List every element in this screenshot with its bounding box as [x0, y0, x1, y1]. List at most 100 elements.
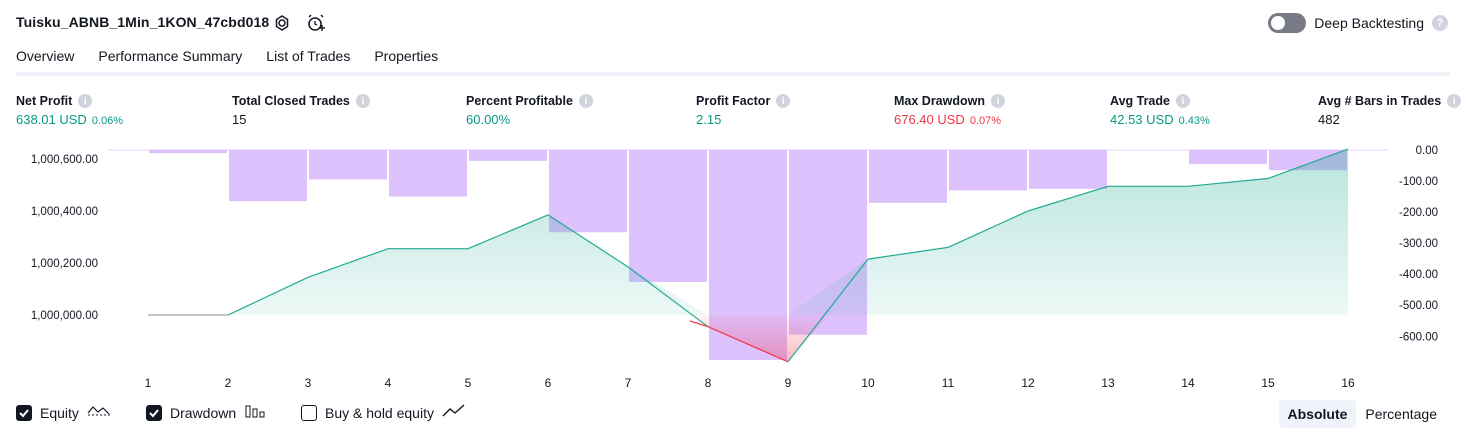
info-icon[interactable]: i	[1175, 94, 1190, 108]
x-tick-label: 5	[465, 376, 472, 390]
equity-line-segment	[227, 276, 309, 316]
settings-icon[interactable]	[272, 13, 292, 33]
equity-line-segment	[467, 214, 549, 250]
stat-label: Avg Trade	[1110, 94, 1170, 108]
x-tick-label: 15	[1261, 376, 1275, 390]
drawdown-bar	[1029, 150, 1107, 189]
percentage-button[interactable]: Percentage	[1365, 406, 1437, 422]
drawdown-bar	[309, 150, 387, 180]
info-icon[interactable]: i	[1447, 94, 1462, 108]
info-icon[interactable]: i	[991, 94, 1005, 108]
checkbox-checked-icon[interactable]	[16, 404, 32, 421]
drawdown-bar	[1189, 150, 1267, 164]
y-right-tick-label: -400.00	[1399, 269, 1438, 281]
x-tick-label: 6	[545, 376, 552, 390]
equity-line-segment	[1187, 177, 1269, 187]
tab-list-of-trades[interactable]: List of Trades	[266, 48, 351, 64]
legend-buy-hold-equity[interactable]: Buy & hold equity	[301, 403, 466, 422]
drawdown-bar	[869, 150, 947, 203]
x-tick-label: 12	[1021, 376, 1035, 390]
tab-performance-summary[interactable]: Performance Summary	[98, 48, 243, 64]
help-icon[interactable]: ?	[1432, 15, 1448, 31]
y-right-tick-label: -600.00	[1399, 331, 1438, 343]
equity-line-segment	[627, 266, 709, 328]
equity-line-segment	[1267, 148, 1349, 180]
stat-label: Percent Profitable	[466, 94, 573, 108]
stat-label: Profit Factor	[696, 94, 771, 108]
info-icon[interactable]: i	[578, 94, 593, 108]
absolute-button[interactable]: Absolute	[1278, 400, 1357, 428]
legend-equity[interactable]: Equity	[16, 403, 111, 422]
tab-properties[interactable]: Properties	[374, 48, 439, 64]
drawdown-bar	[149, 150, 227, 154]
stat-label: Max Drawdown	[894, 94, 985, 108]
x-tick-label: 7	[625, 376, 632, 390]
stat-avg-trade: Avg Trade i 42.53 USD 0.43%	[1110, 94, 1210, 127]
drawdown-bar	[549, 150, 627, 233]
view-mode-switch: Absolute Percentage	[1278, 400, 1447, 428]
y-right-tick-label: -100.00	[1399, 176, 1438, 188]
stat-total-closed-trades: Total Closed Trades i 15	[232, 94, 370, 127]
x-tick-label: 2	[225, 376, 232, 390]
y-left-tick-label: 1,000,200.00	[31, 258, 98, 270]
stat-percent-profitable: Percent Profitable i 60.00%	[466, 94, 593, 127]
strategy-name: Tuisku_ABNB_1Min_1KON_47cbd018	[16, 14, 270, 30]
stat-label: Avg # Bars in Trades	[1318, 94, 1442, 108]
info-icon[interactable]: i	[78, 94, 93, 108]
stat-percent: 0.07%	[969, 115, 1002, 127]
equity-line-segment	[947, 210, 1029, 248]
tabs-divider	[16, 72, 1450, 76]
x-tick-label: 13	[1101, 376, 1115, 390]
equity-area	[228, 149, 1348, 362]
info-icon[interactable]: i	[355, 94, 370, 108]
y-right-tick-label: -300.00	[1399, 238, 1438, 250]
x-tick-label: 14	[1181, 376, 1195, 390]
stat-value: 2.15	[696, 112, 722, 127]
loss-fill	[690, 315, 828, 362]
deep-backtesting-control: Deep Backtesting ?	[1268, 13, 1448, 33]
info-icon[interactable]: i	[776, 94, 791, 108]
x-tick-label: 8	[705, 376, 712, 390]
stat-value: 42.53 USD	[1110, 112, 1174, 127]
equity-line	[148, 148, 1349, 363]
y-left-tick-label: 1,000,400.00	[31, 206, 98, 218]
legend-label: Drawdown	[170, 404, 237, 421]
equity-line-segment	[867, 246, 949, 260]
loss-line-segment	[689, 320, 709, 328]
legend-drawdown[interactable]: Drawdown	[146, 403, 266, 422]
drawdown-bar	[389, 150, 467, 197]
deep-backtesting-toggle[interactable]	[1268, 13, 1307, 33]
legend-label: Buy & hold equity	[325, 404, 434, 421]
equity-line-segment	[547, 214, 629, 268]
y-left-tick-label: 1,000,000.00	[31, 310, 98, 322]
stat-max-drawdown: Max Drawdown i 676.40 USD 0.07%	[894, 94, 1005, 127]
x-tick-label: 4	[385, 376, 392, 390]
drawdown-bars	[108, 149, 1388, 360]
stat-percent: 0.06%	[91, 115, 124, 127]
buy-hold-icon	[442, 403, 466, 422]
drawdown-bar	[229, 150, 307, 202]
y-right-tick-label: -500.00	[1399, 300, 1438, 312]
stat-profit-factor: Profit Factor i 2.15	[696, 94, 791, 127]
x-tick-label: 3	[305, 376, 312, 390]
stat-label: Net Profit	[16, 94, 73, 108]
equity-line-segment	[307, 248, 389, 278]
stat-value: 482	[1318, 112, 1340, 127]
equity-line-segment	[707, 326, 789, 363]
drawdown-icon	[244, 403, 266, 422]
stat-value: 676.40 USD	[894, 112, 965, 127]
add-alert-icon[interactable]	[306, 13, 326, 33]
x-tick-label: 16	[1341, 376, 1355, 390]
x-tick-label: 1	[145, 376, 152, 390]
checkbox-unchecked-icon[interactable]	[301, 404, 317, 421]
deep-backtesting-label: Deep Backtesting	[1314, 15, 1424, 31]
stat-label: Total Closed Trades	[232, 94, 350, 108]
x-tick-label: 10	[861, 376, 875, 390]
legend-label: Equity	[40, 404, 79, 421]
drawdown-bar	[629, 150, 707, 282]
x-tick-label: 9	[785, 376, 792, 390]
checkbox-checked-icon[interactable]	[146, 404, 162, 421]
stat-value: 638.01 USD	[16, 112, 87, 127]
equity-fill	[228, 149, 1348, 315]
